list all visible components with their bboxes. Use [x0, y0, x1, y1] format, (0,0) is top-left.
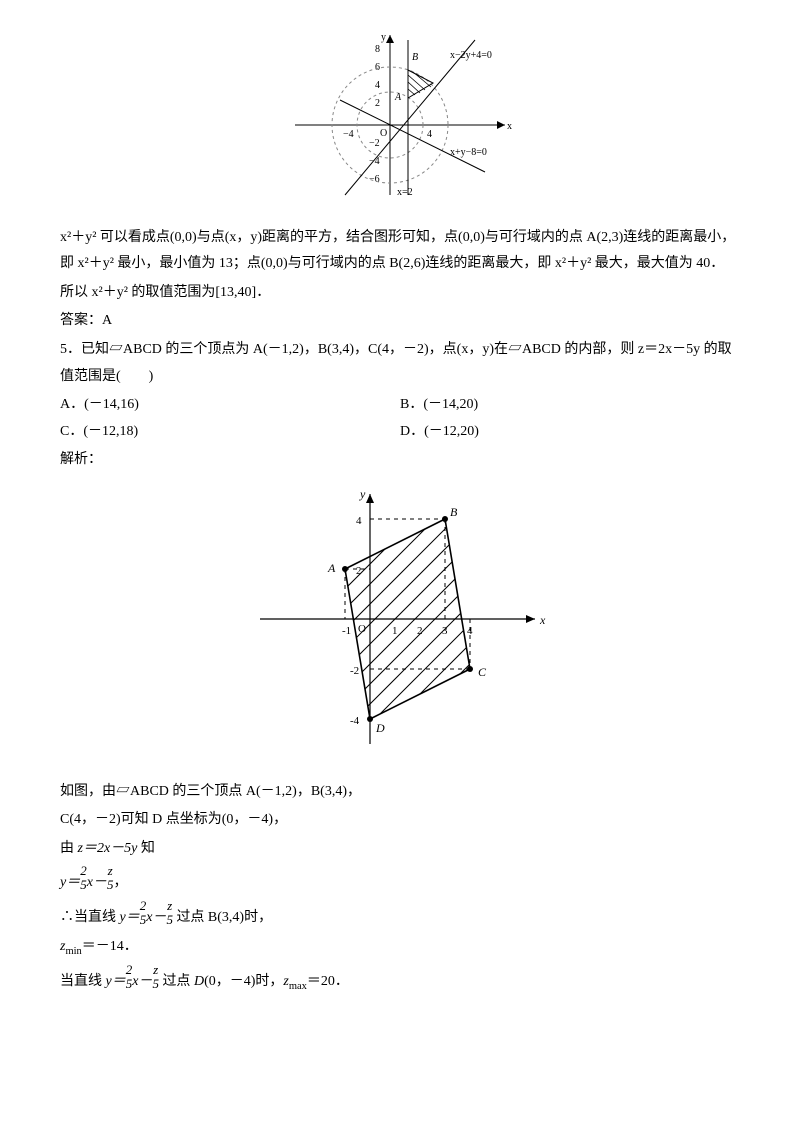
- paragraph-6: ∴当直线 y＝25x－z5 过点 B(3,4)时，: [60, 899, 740, 932]
- svg-text:3: 3: [442, 625, 448, 637]
- svg-text:4: 4: [356, 515, 362, 527]
- paragraph-3: 如图，由▱ABCD 的三个顶点 A(－1,2)，B(3,4)，: [60, 779, 740, 806]
- paragraph-4: C(4，－2)可知 D 点坐标为(0，－4)，: [60, 807, 740, 834]
- svg-text:-1: -1: [342, 625, 351, 637]
- paragraph-5: 由 z＝2x－5y 知: [60, 836, 740, 863]
- fig2-point-B: B: [450, 505, 458, 519]
- origin-label: O: [380, 128, 387, 139]
- paragraph-8: 当直线 y＝25x－z5 过点 D(0，－4)时，zmax＝20．: [60, 963, 740, 997]
- svg-text:6: 6: [375, 62, 380, 73]
- equation-1: y＝25x－z5，: [60, 864, 740, 897]
- figure-1: x y O 8 6 4 2 −2 −4 −6 −4 4 A B x−2y+4=: [60, 30, 740, 211]
- fig2-point-C: C: [478, 665, 487, 679]
- option-B: B．(－14,20): [400, 392, 740, 419]
- line-label-3: x=2: [397, 187, 413, 198]
- figure-1-svg: x y O 8 6 4 2 −2 −4 −6 −4 4 A B x−2y+4=: [285, 30, 515, 200]
- figure-2: x y O: [60, 484, 740, 765]
- point-B: B: [412, 52, 418, 63]
- answer-4: 答案：A: [60, 308, 740, 335]
- svg-text:−4: −4: [343, 129, 354, 140]
- svg-text:-4: -4: [350, 715, 360, 727]
- line-label-2: x+y−8=0: [450, 147, 487, 158]
- y-axis-label: y: [381, 32, 386, 43]
- svg-text:4: 4: [375, 80, 380, 91]
- paragraph-1: x²＋y² 可以看成点(0,0)与点(x，y)距离的平方，结合图形可知，点(0,…: [60, 225, 740, 278]
- jiexi-label: 解析：: [60, 447, 740, 474]
- svg-text:−2: −2: [369, 138, 380, 149]
- svg-text:4: 4: [467, 625, 473, 637]
- line-label-1: x−2y+4=0: [450, 50, 492, 61]
- option-C: C．(－12,18): [60, 419, 400, 446]
- fig2-point-A: A: [327, 561, 336, 575]
- option-A: A．(－14,16): [60, 392, 400, 419]
- x-axis-label: x: [507, 121, 512, 132]
- svg-text:-2: -2: [350, 665, 359, 677]
- svg-text:4: 4: [427, 129, 432, 140]
- paragraph-2: 所以 x²＋y² 的取值范围为[13,40]．: [60, 280, 740, 307]
- paragraph-7: zmin＝－14．: [60, 934, 740, 962]
- point-A: A: [394, 92, 402, 103]
- svg-text:8: 8: [375, 44, 380, 55]
- question-5-options: A．(－14,16) B．(－14,20) C．(－12,18) D．(－12,…: [60, 392, 740, 445]
- fig2-x-axis: x: [539, 613, 546, 627]
- svg-text:2: 2: [356, 565, 362, 577]
- svg-text:1: 1: [392, 625, 398, 637]
- fig2-y-axis: y: [359, 487, 366, 501]
- figure-2-svg: x y O: [250, 484, 550, 754]
- svg-text:−4: −4: [369, 156, 380, 167]
- option-D: D．(－12,20): [400, 419, 740, 446]
- svg-text:2: 2: [417, 625, 423, 637]
- svg-text:2: 2: [375, 98, 380, 109]
- fig2-point-D: D: [375, 721, 385, 735]
- question-5: 5．已知▱ABCD 的三个顶点为 A(－1,2)，B(3,4)，C(4，－2)，…: [60, 337, 740, 390]
